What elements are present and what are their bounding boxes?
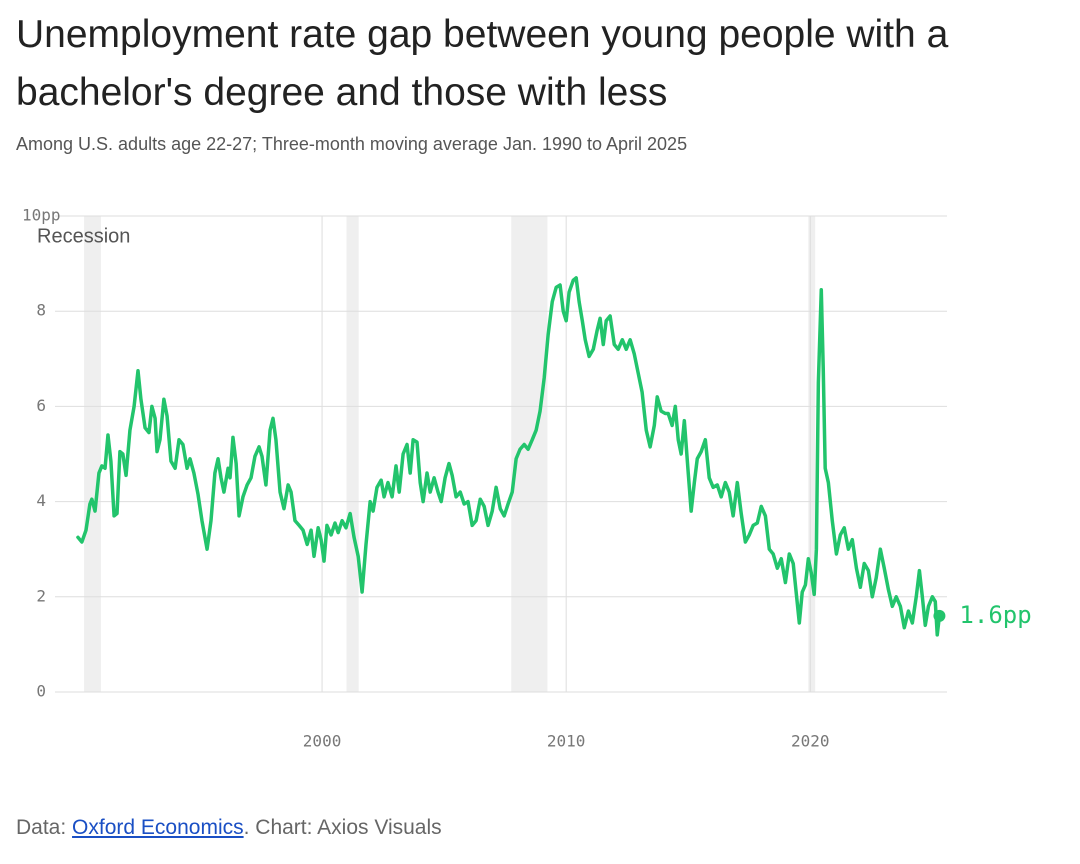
y-tick-label: 10pp xyxy=(22,206,61,225)
y-tick-label: 0 xyxy=(36,682,46,701)
y-tick-label: 2 xyxy=(36,586,46,605)
source-prefix: Data: xyxy=(16,816,67,839)
source-suffix: . Chart: Axios Visuals xyxy=(243,816,442,839)
data-line xyxy=(76,276,942,637)
chart-title: Unemployment rate gap between young peop… xyxy=(16,13,949,114)
x-tick-label: 2010 xyxy=(547,732,586,751)
source-note: Data: Oxford Economics. Chart: Axios Vis… xyxy=(16,816,442,840)
recession-band xyxy=(808,216,816,692)
chart-subtitle: Among U.S. adults age 22-27; Three-month… xyxy=(16,134,688,154)
end-label: 1.6pp xyxy=(959,601,1031,629)
y-tick-label: 4 xyxy=(36,491,46,510)
x-tick-label: 2000 xyxy=(303,732,342,751)
y-tick-label: 8 xyxy=(36,301,46,320)
x-tick-label: 2020 xyxy=(791,732,830,751)
source-link[interactable]: Oxford Economics xyxy=(72,816,244,839)
recession-band xyxy=(84,216,101,692)
y-tick-label: 6 xyxy=(36,396,46,415)
recession-label: Recession xyxy=(37,225,130,247)
chart: 0 2 4 6 8 10pp 2000 2010 2020 Recession 1.6pp xyxy=(22,206,1032,751)
end-point xyxy=(933,609,946,622)
recession-band xyxy=(346,216,359,692)
